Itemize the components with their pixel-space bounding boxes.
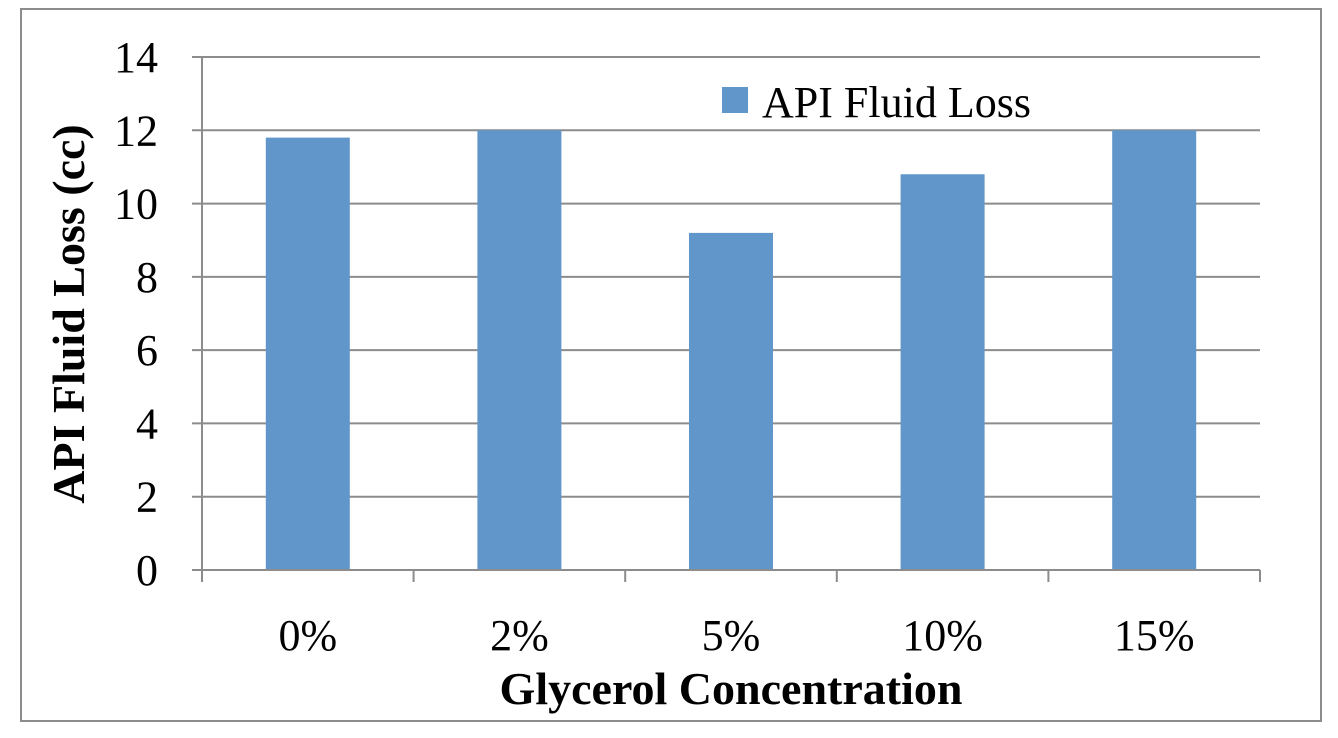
- x-tick-label: 2%: [490, 611, 549, 660]
- y-tick-label: 10: [114, 180, 158, 229]
- y-tick-label: 4: [136, 399, 158, 448]
- x-tick-label: 5%: [702, 611, 761, 660]
- bar: [689, 232, 773, 570]
- legend: API Fluid Loss: [722, 78, 1031, 127]
- y-tick-label: 0: [136, 546, 158, 595]
- y-axis-title: API Fluid Loss (cc): [43, 124, 94, 504]
- x-tick-label: 15%: [1114, 611, 1195, 660]
- bars: [265, 130, 1197, 571]
- y-tick-label: 14: [114, 33, 158, 82]
- axes: [192, 57, 1261, 582]
- grid-lines: [192, 56, 1260, 498]
- bar: [900, 174, 985, 570]
- legend-label: API Fluid Loss: [762, 78, 1031, 127]
- y-tick-labels: 0 2 4 6 8 10 12 14: [114, 33, 158, 595]
- y-tick-label: 8: [136, 253, 158, 302]
- y-tick-label: 2: [136, 473, 158, 522]
- x-axis-title: Glycerol Concentration: [500, 663, 963, 714]
- x-tick-labels: 0% 2% 5% 10% 15%: [278, 611, 1194, 660]
- y-tick-label: 6: [136, 326, 158, 375]
- bar: [1112, 130, 1197, 571]
- bar: [265, 137, 350, 570]
- y-tick-label: 12: [114, 106, 158, 155]
- x-tick-label: 10%: [902, 611, 983, 660]
- legend-swatch: [722, 87, 748, 113]
- bar: [477, 130, 562, 571]
- chart-frame: [20, 8, 1322, 722]
- x-tick-label: 0%: [278, 611, 337, 660]
